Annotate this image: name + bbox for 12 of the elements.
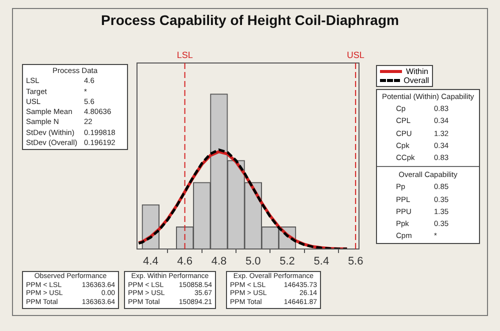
x-tick-label: 5.0 <box>245 256 261 268</box>
ref-line-label: USL <box>346 50 364 60</box>
x-tick-label: 5.4 <box>314 256 330 268</box>
ref-line-label: LSL <box>176 50 193 60</box>
legend-label: Overall <box>404 76 429 85</box>
x-tick-label: 4.4 <box>143 256 158 268</box>
x-tick-label: 4.8 <box>211 256 227 268</box>
chart-title: Process Capability of Height Coil-Diaphragm <box>100 12 400 28</box>
legend-label: Within <box>406 67 428 76</box>
x-tick-label: 5.6 <box>348 256 364 268</box>
x-tick-label: 4.6 <box>177 256 192 268</box>
x-tick-label: 5.2 <box>280 256 295 268</box>
